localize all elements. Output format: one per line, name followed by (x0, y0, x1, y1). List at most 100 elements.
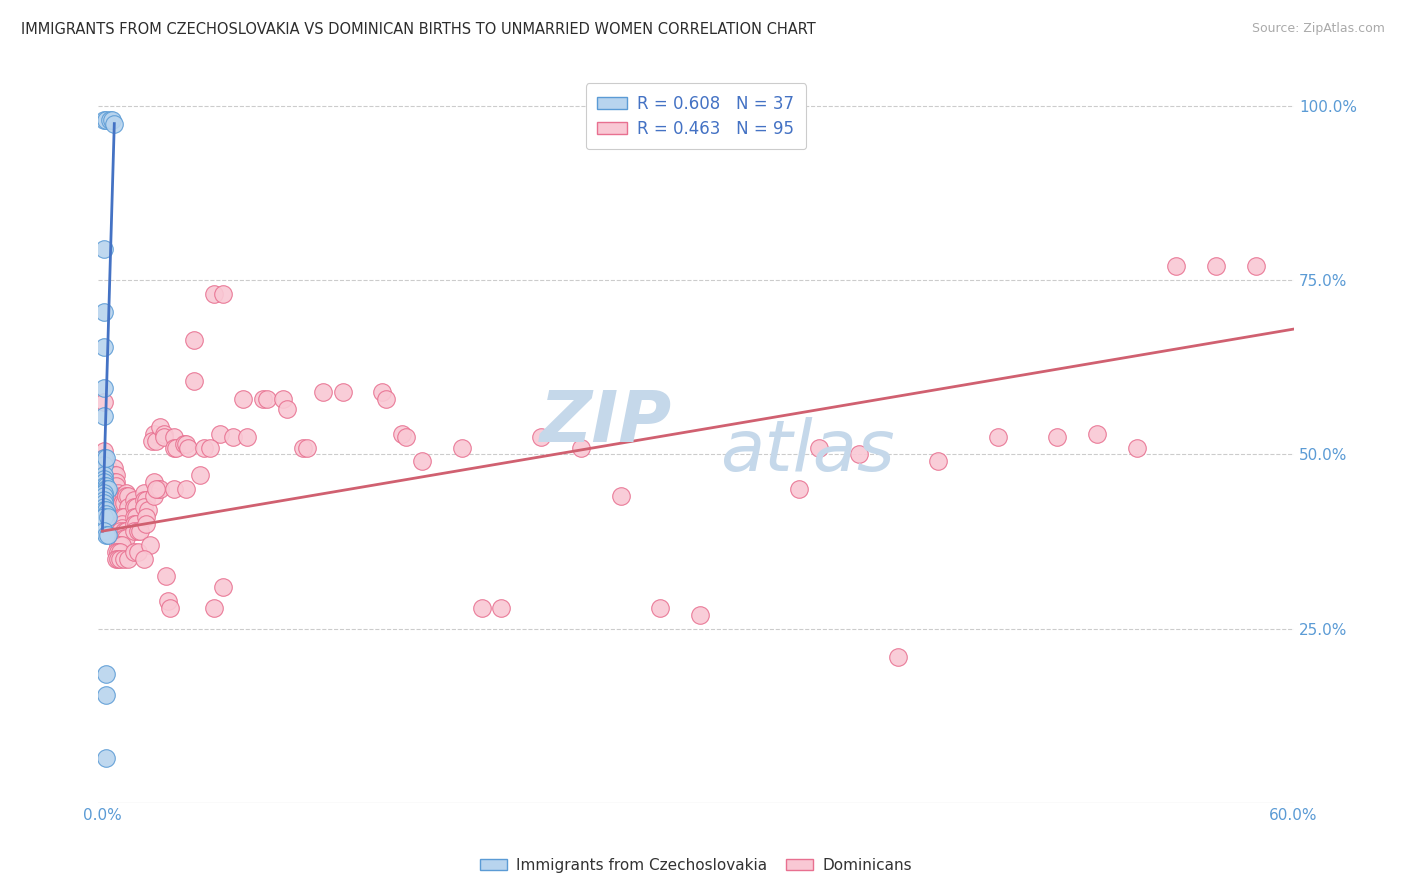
Point (115, 524, 138, 538)
Point (93, 492, 115, 507)
Point (132, 492, 155, 507)
Legend: Immigrants from Czechoslovakia, Dominicans: Immigrants from Czechoslovakia, Dominica… (474, 852, 918, 880)
Point (112, 496, 135, 510)
Point (105, 552, 128, 566)
Point (208, 426, 231, 441)
Point (93, 503, 115, 517)
Point (122, 492, 145, 507)
Point (96, 113, 118, 128)
Point (101, 492, 124, 507)
Point (159, 600, 181, 615)
Point (110, 524, 132, 538)
Point (98, 485, 121, 500)
Point (411, 454, 433, 468)
Point (127, 545, 149, 559)
Point (93, 475, 115, 490)
Point (125, 510, 148, 524)
Point (101, 503, 124, 517)
Point (153, 426, 176, 441)
Point (609, 489, 631, 503)
Point (1125, 441, 1147, 455)
Point (1205, 260, 1227, 274)
Point (96, 479, 118, 493)
Point (103, 468, 125, 483)
Point (395, 430, 418, 444)
Point (202, 600, 225, 615)
Point (96, 450, 118, 465)
Point (110, 496, 132, 510)
Point (107, 552, 129, 566)
Point (107, 538, 129, 552)
Point (155, 569, 177, 583)
Point (112, 489, 135, 503)
Point (332, 384, 354, 399)
Point (101, 113, 124, 128)
Point (97, 461, 120, 475)
Point (103, 117, 125, 131)
Point (163, 441, 186, 455)
Point (125, 500, 148, 514)
Point (163, 483, 186, 497)
Point (105, 479, 128, 493)
Point (136, 503, 159, 517)
Point (491, 600, 513, 615)
Point (112, 524, 135, 538)
Point (93, 468, 115, 483)
Point (96, 507, 118, 521)
Point (111, 521, 134, 535)
Point (115, 489, 138, 503)
Point (122, 517, 145, 532)
Point (927, 454, 949, 468)
Point (93, 304, 115, 318)
Point (93, 444, 115, 458)
Point (110, 489, 132, 503)
Point (371, 384, 394, 399)
Point (93, 483, 115, 497)
Point (97, 483, 120, 497)
Point (93, 381, 115, 395)
Point (1046, 430, 1069, 444)
Point (112, 552, 135, 566)
Point (96, 485, 118, 500)
Point (112, 510, 135, 524)
Point (107, 545, 129, 559)
Point (98, 496, 121, 510)
Point (149, 483, 172, 497)
Point (252, 392, 274, 406)
Point (129, 524, 152, 538)
Point (471, 600, 494, 615)
Point (107, 485, 129, 500)
Point (111, 496, 134, 510)
Point (163, 430, 186, 444)
Point (987, 430, 1010, 444)
Point (93, 409, 115, 424)
Point (173, 437, 195, 451)
Point (132, 485, 155, 500)
Point (107, 496, 129, 510)
Point (111, 517, 134, 532)
Point (105, 545, 128, 559)
Point (143, 489, 166, 503)
Point (117, 500, 139, 514)
Point (96, 527, 118, 541)
Point (391, 426, 413, 441)
Point (887, 649, 910, 664)
Point (188, 468, 211, 483)
Point (132, 500, 155, 514)
Point (1085, 426, 1108, 441)
Point (141, 434, 163, 448)
Point (650, 600, 672, 615)
Point (97, 485, 120, 500)
Point (96, 667, 118, 681)
Point (97, 500, 120, 514)
Point (143, 426, 166, 441)
Point (135, 517, 157, 532)
Point (97, 492, 120, 507)
Point (103, 461, 125, 475)
Point (96, 472, 118, 486)
Point (149, 419, 172, 434)
Point (93, 485, 115, 500)
Point (222, 430, 245, 444)
Point (125, 517, 148, 532)
Point (115, 531, 138, 545)
